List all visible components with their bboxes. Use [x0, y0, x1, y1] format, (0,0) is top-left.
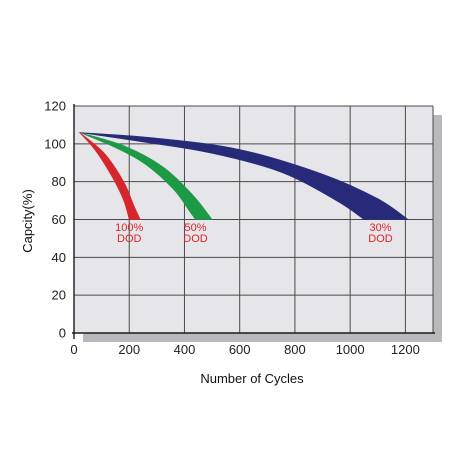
- axes: [72, 104, 435, 339]
- series-label-line: 30%: [370, 222, 392, 234]
- x-axis-title: Number of Cycles: [200, 371, 304, 386]
- y-tick-label: 0: [59, 326, 66, 341]
- x-tick-label: 800: [284, 342, 306, 357]
- x-tick-label: 400: [174, 342, 196, 357]
- series-label-line: DOD: [183, 233, 208, 245]
- series-label-line: 100%: [115, 222, 143, 234]
- tick-labels: 0 200 400 600 800 1000 1200 0 20 40 60 80 100 120: [44, 99, 420, 358]
- x-tick-label: 600: [229, 342, 251, 357]
- y-axis-title: Capcity(%): [20, 189, 35, 253]
- y-tick-label: 20: [52, 288, 66, 303]
- series-label-3: 30% DOD: [368, 222, 393, 245]
- grid: [74, 105, 434, 333]
- y-tick-label: 120: [44, 99, 66, 114]
- series-label-line: DOD: [368, 233, 393, 245]
- x-tick-label: 0: [70, 342, 77, 357]
- x-tick-label: 1200: [391, 342, 420, 357]
- x-tick-label: 200: [118, 342, 140, 357]
- series-label-line: DOD: [117, 233, 142, 245]
- series-band-3: [79, 132, 410, 220]
- series-band-2: [79, 132, 213, 220]
- x-tick-label: 1000: [336, 342, 365, 357]
- series-layer: [79, 132, 410, 220]
- y-tick-label: 100: [44, 136, 66, 151]
- y-tick-label: 60: [52, 212, 66, 227]
- series-label-2: 50% DOD: [183, 222, 208, 245]
- series-label-1: 100% DOD: [115, 222, 143, 245]
- y-tick-label: 40: [52, 250, 66, 265]
- y-tick-label: 80: [52, 174, 66, 189]
- series-label-line: 50%: [184, 222, 206, 234]
- series-band-1: [79, 132, 141, 220]
